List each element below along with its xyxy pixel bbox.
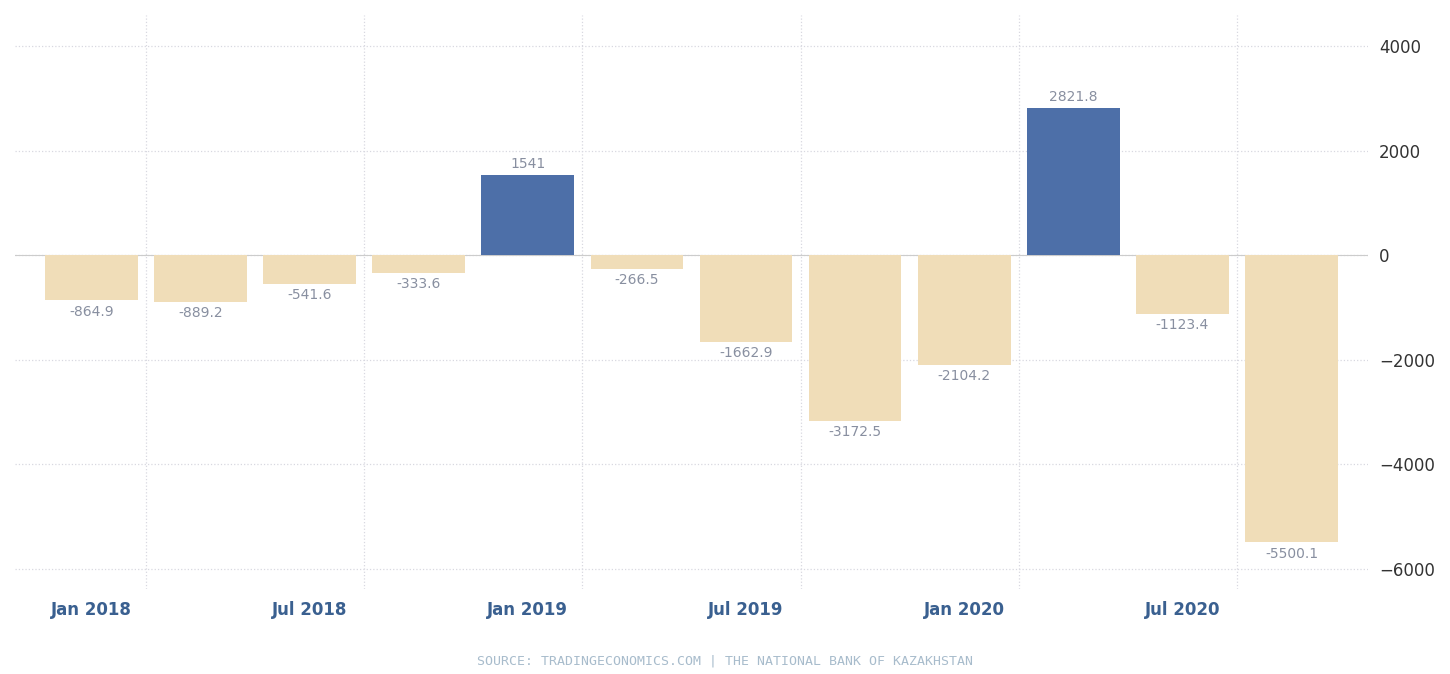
Bar (918, 255, 1011, 365)
Bar (481, 175, 574, 255)
Text: 1541: 1541 (510, 156, 545, 171)
Text: -889.2: -889.2 (178, 306, 223, 320)
Text: -3172.5: -3172.5 (828, 425, 882, 439)
Text: SOURCE: TRADINGECONOMICS.COM | THE NATIONAL BANK OF KAZAKHSTAN: SOURCE: TRADINGECONOMICS.COM | THE NATIO… (477, 654, 973, 667)
Text: -266.5: -266.5 (615, 274, 660, 287)
Text: -1123.4: -1123.4 (1156, 318, 1209, 332)
Text: -333.6: -333.6 (396, 277, 441, 290)
Text: -864.9: -864.9 (70, 305, 113, 319)
Text: -1662.9: -1662.9 (719, 346, 773, 360)
Text: -2104.2: -2104.2 (938, 369, 990, 384)
Text: -541.6: -541.6 (287, 288, 332, 302)
Bar (373, 255, 465, 273)
Bar (700, 255, 792, 342)
Bar (1135, 255, 1228, 314)
Bar (809, 255, 902, 421)
Bar (590, 255, 683, 269)
Bar (1027, 108, 1119, 255)
Bar (154, 255, 246, 302)
Bar (1246, 255, 1338, 543)
Text: 2821.8: 2821.8 (1048, 90, 1098, 104)
Bar (45, 255, 138, 301)
Text: -5500.1: -5500.1 (1264, 547, 1318, 561)
Bar (264, 255, 355, 284)
